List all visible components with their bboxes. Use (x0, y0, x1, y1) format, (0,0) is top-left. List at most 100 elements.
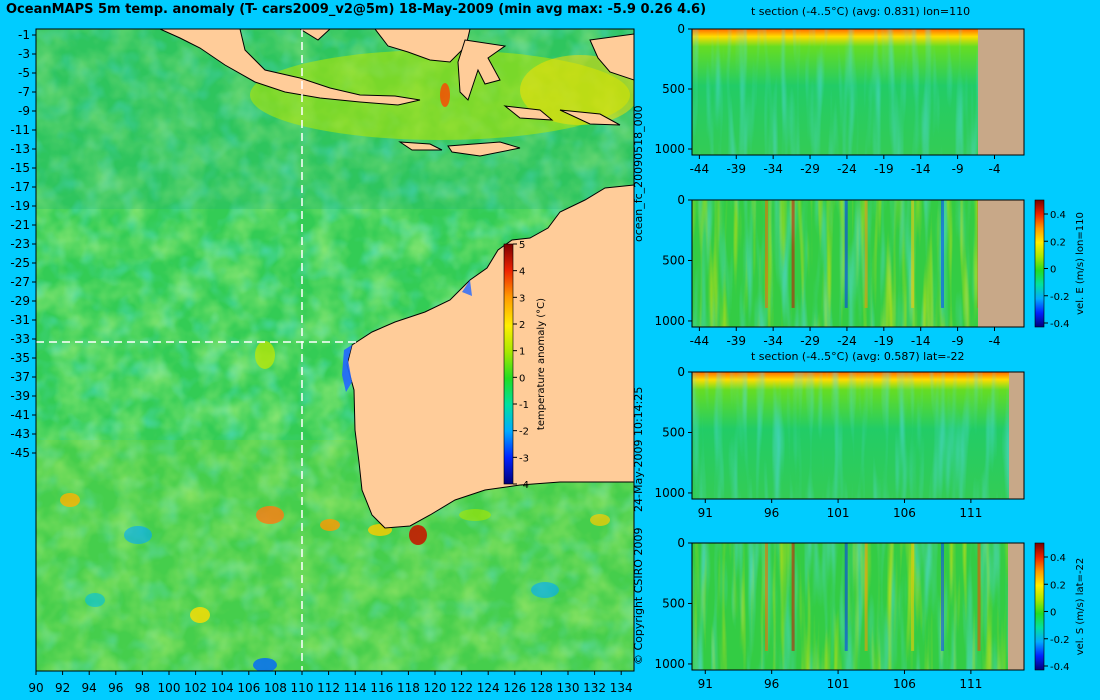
map-x-tick-label: 112 (317, 681, 340, 695)
section-y-tick-label: 1000 (654, 142, 685, 156)
section-x-tick-label: -44 (690, 334, 710, 348)
section-panel-1: 0 500 1000 -44 -39 -34 -29 -24 -19 -14 -9 -4 (654, 22, 1025, 176)
map-x-tick-label: 104 (211, 681, 234, 695)
map-y-tick-label: -1 (18, 28, 30, 42)
section-x-tick-label: 101 (827, 506, 850, 520)
section-y-tick-label: 1000 (654, 657, 685, 671)
main-map-y-axis: -1 -3 -5 -7 -9 -11 -13 -15 -17 -19 -21 -23 -25 -27 -29… (10, 28, 36, 460)
map-x-tick-label: 92 (55, 681, 70, 695)
map-y-tick-label: -11 (10, 123, 30, 137)
section-x-tick-label: -44 (690, 162, 710, 176)
velocity-colorbar-label: vel. S (m/s) lat=-22 (1075, 558, 1086, 656)
map-x-tick-label: 132 (583, 681, 606, 695)
map-x-tick-label: 110 (291, 681, 314, 695)
section-x-tick-label: -34 (763, 162, 783, 176)
main-map-title: OceanMAPS 5m temp. anomaly (T- cars2009_… (6, 2, 707, 17)
velocity-colorbar-tick: -0.2 (1050, 635, 1070, 646)
map-y-tick-label: -21 (10, 218, 30, 232)
section-y-tick-label: 500 (662, 425, 685, 439)
colorbar-tick-label: -1 (519, 400, 529, 411)
section-x-tick-label: -24 (837, 162, 857, 176)
map-x-tick-label: 122 (450, 681, 473, 695)
map-y-tick-label: -43 (10, 427, 30, 441)
map-x-tick-label: 90 (28, 681, 43, 695)
velocity-colorbar-label: vel. E (m/s) lon=110 (1075, 212, 1086, 315)
section-x-tick-label: 111 (959, 677, 982, 691)
section-x-tick-label: 96 (764, 677, 779, 691)
map-y-tick-label: -5 (18, 66, 30, 80)
section-x-tick-label: 106 (893, 506, 916, 520)
map-y-tick-label: -15 (10, 161, 30, 175)
map-x-tick-label: 130 (557, 681, 580, 695)
colorbar-tick-label: 4 (519, 267, 525, 278)
map-x-tick-label: 134 (610, 681, 633, 695)
map-x-tick-label: 96 (108, 681, 123, 695)
velocity-colorbar-tick: -0.4 (1050, 319, 1070, 330)
velocity-colorbar-tick: -0.4 (1050, 662, 1070, 673)
map-y-tick-label: -25 (10, 256, 30, 270)
map-y-tick-label: -7 (18, 85, 30, 99)
section3-title: t section (-4..5°C) (avg: 0.587) lat=-22 (751, 350, 965, 363)
velocity-colorbar-tick: 0.4 (1050, 553, 1066, 564)
section-panel-4: 0 500 1000 91 96 101 106 111 0.4 0.2 0 -0.2 -0.4 vel.… (654, 536, 1086, 691)
section-x-tick-label: -9 (952, 162, 964, 176)
velocity-colorbar-tick: -0.2 (1050, 292, 1070, 303)
map-x-tick-label: 100 (158, 681, 181, 695)
anomaly-colorbar (503, 243, 514, 485)
timestamp-text: 24-May-2009 10:14:25 (632, 386, 645, 512)
run-id-text: ocean_fc_20090518_000 (632, 105, 645, 242)
anomaly-colorbar-ticks: 5 4 3 2 1 0 -1 -2 -3 -4 (513, 240, 529, 491)
section-x-tick-label: -34 (763, 334, 783, 348)
map-y-tick-label: -19 (10, 199, 30, 213)
java-landmass (159, 29, 421, 106)
section-x-tick-label: -39 (726, 162, 746, 176)
section-panel-2: 0 500 1000 -44 -39 -34 -29 -24 -19 -14 -9 -4 0.4 0.2 0… (654, 193, 1086, 348)
section-x-tick-label: -19 (874, 334, 894, 348)
map-y-tick-label: -35 (10, 351, 30, 365)
map-y-tick-label: -3 (18, 47, 30, 61)
section-y-tick-label: 500 (662, 82, 685, 96)
section-panel-3: 0 500 1000 91 96 101 106 111 (654, 365, 1025, 520)
section-x-tick-label: -14 (911, 334, 931, 348)
map-y-tick-label: -33 (10, 332, 30, 346)
section-y-tick-label: 500 (662, 596, 685, 610)
map-x-tick-label: 126 (503, 681, 526, 695)
section-x-tick-label: -9 (952, 334, 964, 348)
map-x-tick-label: 128 (530, 681, 553, 695)
velocity-colorbar-tick: 0 (1050, 265, 1056, 276)
map-y-tick-label: -27 (10, 275, 30, 289)
section-y-tick-label: 0 (677, 193, 685, 207)
section-x-tick-label: -39 (726, 334, 746, 348)
sulawesi-landmass (457, 39, 507, 101)
colorbar-tick-label: 1 (519, 347, 525, 358)
borneo-landmass (374, 29, 471, 63)
map-y-tick-label: -23 (10, 237, 30, 251)
section-x-tick-label: -29 (800, 334, 820, 348)
map-x-tick-label: 94 (82, 681, 97, 695)
map-x-tick-label: 118 (397, 681, 420, 695)
map-x-tick-label: 98 (135, 681, 150, 695)
section-x-tick-label: 101 (827, 677, 850, 691)
section-x-tick-label: 111 (959, 506, 982, 520)
map-x-tick-label: 120 (424, 681, 447, 695)
map-y-tick-label: -37 (10, 370, 30, 384)
map-x-tick-label: 102 (184, 681, 207, 695)
velocity-colorbar-tick: 0 (1050, 608, 1056, 619)
velocity-colorbar-tick: 0.2 (1050, 237, 1066, 248)
section-x-tick-label: -24 (837, 334, 857, 348)
map-x-tick-label: 108 (264, 681, 287, 695)
section-y-tick-label: 500 (662, 253, 685, 267)
section-y-tick-label: 0 (677, 365, 685, 379)
map-y-tick-label: -13 (10, 142, 30, 156)
section-x-tick-label: 106 (893, 677, 916, 691)
section-panels: 0 500 1000 -44 -39 -34 -29 -24 -19 -14 -9 -4 0 500 100… (654, 22, 1086, 691)
main-map-frame (35, 28, 635, 672)
section-x-tick-label: -4 (989, 162, 1001, 176)
map-y-tick-label: -39 (10, 389, 30, 403)
map-y-tick-label: -29 (10, 294, 30, 308)
section-y-tick-label: 1000 (654, 486, 685, 500)
colorbar-label: temperature anomaly (°C) (536, 298, 547, 430)
map-y-tick-label: -17 (10, 180, 30, 194)
velocity-colorbar-tick: 0.4 (1050, 210, 1066, 221)
velocity-colorbar-tick: 0.2 (1050, 580, 1066, 591)
